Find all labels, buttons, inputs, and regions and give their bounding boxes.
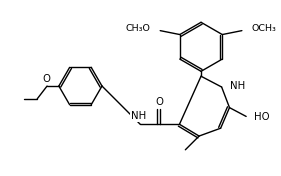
Text: HO: HO [254,112,270,122]
Text: O: O [42,74,50,84]
Text: NH: NH [131,111,146,121]
Text: NH: NH [230,81,246,91]
Text: OCH₃: OCH₃ [252,24,277,33]
Text: O: O [156,97,164,107]
Text: CH₃O: CH₃O [126,24,150,33]
